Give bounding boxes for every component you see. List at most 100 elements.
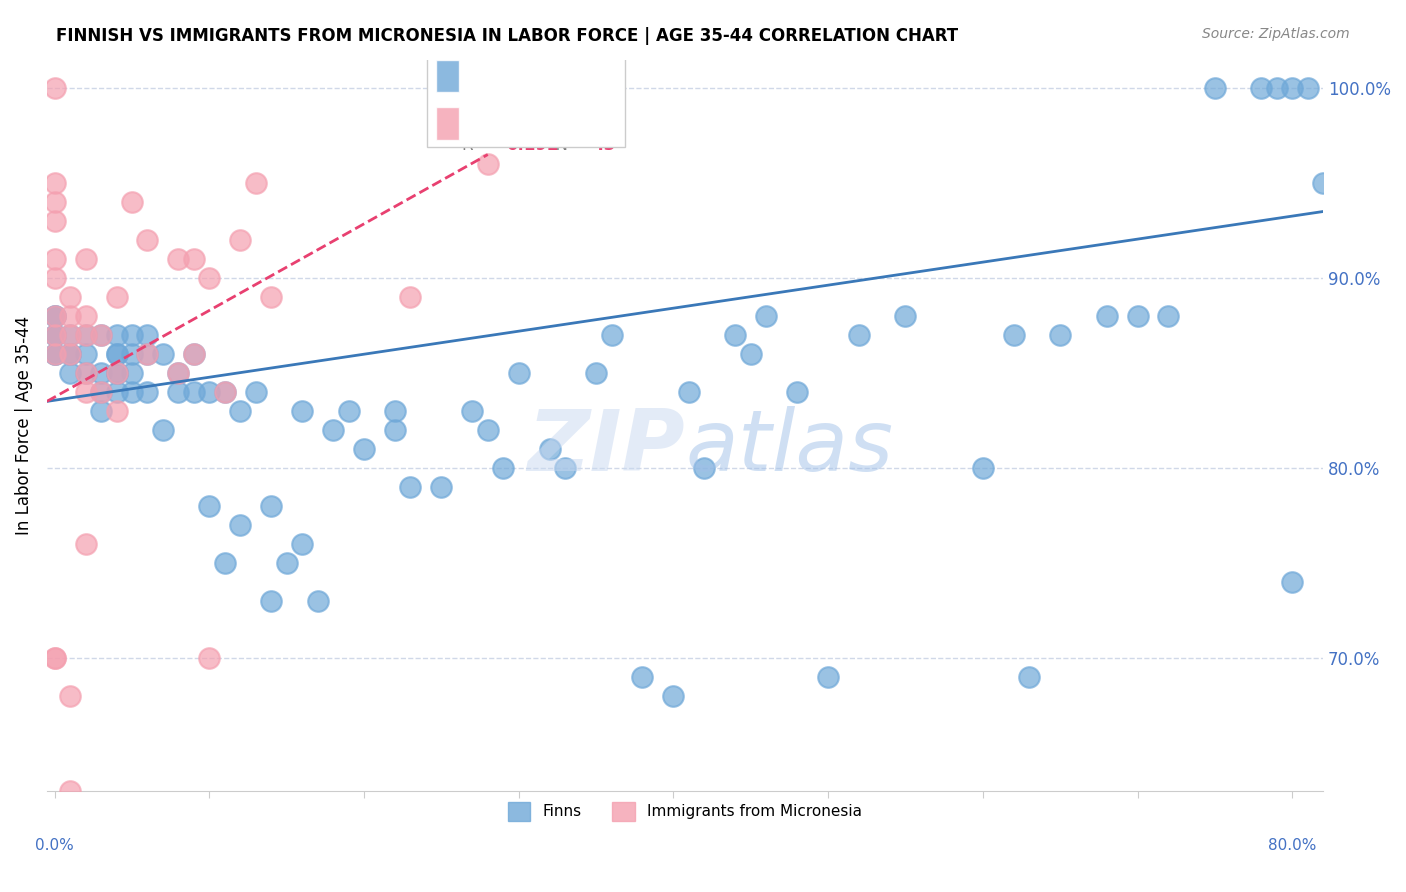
Immigrants from Micronesia bbox=[198, 271, 221, 285]
Finns bbox=[152, 423, 174, 437]
Immigrants from Micronesia bbox=[75, 309, 97, 323]
Finns bbox=[307, 593, 329, 607]
Immigrants from Micronesia bbox=[260, 290, 283, 304]
Finns bbox=[538, 442, 561, 456]
Immigrants from Micronesia bbox=[214, 384, 236, 399]
Finns bbox=[90, 366, 112, 380]
Immigrants from Micronesia bbox=[44, 214, 66, 228]
Finns bbox=[44, 327, 66, 342]
Finns bbox=[75, 366, 97, 380]
Finns bbox=[585, 366, 607, 380]
Finns bbox=[90, 384, 112, 399]
Finns bbox=[291, 537, 314, 551]
Immigrants from Micronesia bbox=[75, 384, 97, 399]
Finns bbox=[44, 309, 66, 323]
Text: 80.0%: 80.0% bbox=[1268, 838, 1316, 853]
Finns bbox=[1095, 309, 1118, 323]
Finns bbox=[44, 347, 66, 361]
Legend: Finns, Immigrants from Micronesia: Finns, Immigrants from Micronesia bbox=[502, 796, 869, 827]
Finns bbox=[817, 670, 839, 684]
Immigrants from Micronesia bbox=[105, 404, 128, 418]
Finns bbox=[399, 480, 422, 494]
Finns bbox=[384, 423, 406, 437]
Immigrants from Micronesia bbox=[477, 157, 499, 171]
Text: N =: N = bbox=[544, 89, 592, 107]
Finns bbox=[1157, 309, 1180, 323]
Finns bbox=[848, 327, 870, 342]
Finns bbox=[44, 327, 66, 342]
Finns bbox=[90, 327, 112, 342]
Immigrants from Micronesia bbox=[90, 327, 112, 342]
Text: 0.266: 0.266 bbox=[506, 89, 558, 107]
Finns bbox=[59, 347, 82, 361]
Finns bbox=[214, 384, 236, 399]
Text: R =: R = bbox=[461, 136, 498, 154]
Text: atlas: atlas bbox=[685, 406, 893, 489]
Finns bbox=[1281, 574, 1303, 589]
Finns bbox=[198, 499, 221, 513]
Finns bbox=[167, 366, 190, 380]
Finns bbox=[740, 347, 762, 361]
Immigrants from Micronesia bbox=[59, 689, 82, 703]
Finns bbox=[121, 347, 143, 361]
Immigrants from Micronesia bbox=[105, 290, 128, 304]
Immigrants from Micronesia bbox=[121, 194, 143, 209]
Finns bbox=[136, 347, 159, 361]
Immigrants from Micronesia bbox=[198, 650, 221, 665]
Immigrants from Micronesia bbox=[136, 347, 159, 361]
Text: 89: 89 bbox=[592, 89, 614, 107]
Immigrants from Micronesia bbox=[59, 783, 82, 797]
Immigrants from Micronesia bbox=[245, 176, 267, 190]
Finns bbox=[121, 366, 143, 380]
Finns bbox=[229, 404, 252, 418]
Finns bbox=[972, 460, 994, 475]
Text: 0.192: 0.192 bbox=[506, 136, 560, 154]
Finns bbox=[105, 327, 128, 342]
Finns bbox=[105, 347, 128, 361]
Immigrants from Micronesia bbox=[167, 366, 190, 380]
Text: 0.0%: 0.0% bbox=[35, 838, 75, 853]
Finns bbox=[554, 460, 576, 475]
Immigrants from Micronesia bbox=[44, 81, 66, 95]
Finns bbox=[260, 593, 283, 607]
Immigrants from Micronesia bbox=[44, 309, 66, 323]
Immigrants from Micronesia bbox=[44, 176, 66, 190]
Finns bbox=[1002, 327, 1025, 342]
Text: Source: ZipAtlas.com: Source: ZipAtlas.com bbox=[1202, 27, 1350, 41]
Finns bbox=[136, 327, 159, 342]
Finns bbox=[492, 460, 515, 475]
Text: 43: 43 bbox=[592, 136, 614, 154]
Immigrants from Micronesia bbox=[59, 327, 82, 342]
Immigrants from Micronesia bbox=[59, 347, 82, 361]
Finns bbox=[105, 384, 128, 399]
Finns bbox=[152, 347, 174, 361]
Immigrants from Micronesia bbox=[136, 233, 159, 247]
Finns bbox=[44, 347, 66, 361]
Immigrants from Micronesia bbox=[44, 650, 66, 665]
Finns bbox=[198, 384, 221, 399]
Text: FINNISH VS IMMIGRANTS FROM MICRONESIA IN LABOR FORCE | AGE 35-44 CORRELATION CHA: FINNISH VS IMMIGRANTS FROM MICRONESIA IN… bbox=[56, 27, 959, 45]
Finns bbox=[121, 327, 143, 342]
Finns bbox=[59, 327, 82, 342]
Finns bbox=[337, 404, 360, 418]
Immigrants from Micronesia bbox=[90, 384, 112, 399]
Finns bbox=[477, 423, 499, 437]
Immigrants from Micronesia bbox=[75, 327, 97, 342]
Y-axis label: In Labor Force | Age 35-44: In Labor Force | Age 35-44 bbox=[15, 316, 32, 534]
Immigrants from Micronesia bbox=[44, 347, 66, 361]
Finns bbox=[1281, 81, 1303, 95]
Finns bbox=[353, 442, 375, 456]
Finns bbox=[59, 347, 82, 361]
Finns bbox=[167, 384, 190, 399]
Finns bbox=[1296, 81, 1319, 95]
Immigrants from Micronesia bbox=[183, 347, 205, 361]
FancyBboxPatch shape bbox=[427, 49, 626, 147]
Finns bbox=[724, 327, 747, 342]
Finns bbox=[430, 480, 453, 494]
Finns bbox=[1126, 309, 1149, 323]
Finns bbox=[121, 384, 143, 399]
Finns bbox=[136, 384, 159, 399]
Immigrants from Micronesia bbox=[75, 537, 97, 551]
Immigrants from Micronesia bbox=[59, 309, 82, 323]
Finns bbox=[291, 404, 314, 418]
